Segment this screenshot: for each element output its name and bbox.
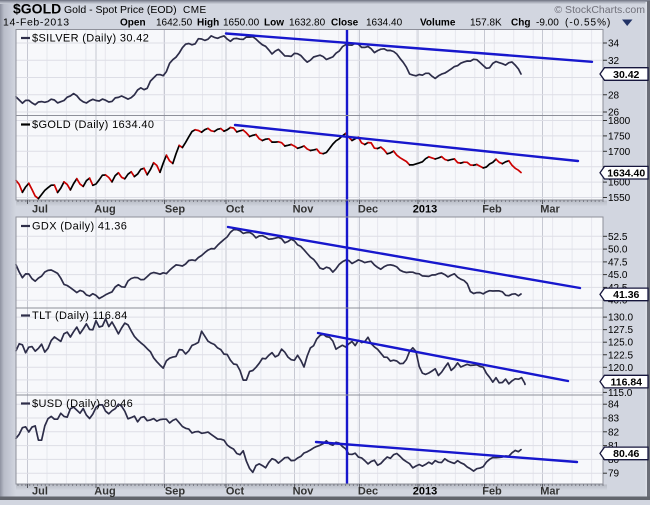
svg-text:Dec: Dec [358,204,378,216]
svg-text:125.0: 125.0 [608,338,633,349]
svg-text:1642.50: 1642.50 [156,18,193,29]
svg-text:Mar: Mar [540,204,560,216]
svg-text:Dec: Dec [358,486,378,498]
svg-text:32: 32 [608,56,620,67]
svg-text:$GOLD (Daily) 1634.40: $GOLD (Daily) 1634.40 [32,119,154,131]
svg-text:-9.00: -9.00 [536,18,559,29]
svg-text:CME: CME [183,5,207,16]
svg-text:26: 26 [608,108,620,119]
svg-text:(-0.55%): (-0.55%) [565,18,611,29]
svg-text:High: High [197,18,219,29]
svg-text:Volume: Volume [420,18,456,29]
svg-text:Feb: Feb [482,486,502,498]
svg-text:79: 79 [608,469,620,480]
svg-text:1600: 1600 [608,178,631,189]
svg-text:127.5: 127.5 [608,325,633,336]
svg-text:$USD (Daily) 80.46: $USD (Daily) 80.46 [32,398,133,410]
svg-text:115.0: 115.0 [608,388,633,399]
svg-text:Mar: Mar [540,486,560,498]
svg-text:30.42: 30.42 [613,69,639,81]
svg-text:Sep: Sep [165,486,185,498]
svg-text:Close: Close [331,18,359,29]
svg-text:1800: 1800 [608,116,631,127]
svg-text:GDX (Daily) 41.36: GDX (Daily) 41.36 [32,221,127,233]
svg-text:1700: 1700 [608,147,631,158]
svg-text:157.8K: 157.8K [470,18,502,29]
svg-text:1750: 1750 [608,131,631,142]
svg-text:Nov: Nov [293,486,315,498]
svg-text:Nov: Nov [293,204,315,216]
svg-text:45.0: 45.0 [608,270,628,281]
svg-text:Aug: Aug [94,486,115,498]
svg-text:TLT (Daily) 116.84: TLT (Daily) 116.84 [32,310,128,322]
svg-text:1634.40: 1634.40 [607,168,645,180]
svg-text:Oct: Oct [226,204,245,216]
svg-text:Sep: Sep [165,204,185,216]
svg-text:83: 83 [608,414,620,425]
svg-text:120.0: 120.0 [608,363,633,374]
svg-text:1550: 1550 [608,193,631,204]
svg-text:Feb: Feb [482,204,502,216]
svg-text:Gold - Spot Price (EOD): Gold - Spot Price (EOD) [64,4,177,16]
svg-text:Low: Low [264,18,284,29]
svg-text:52.5: 52.5 [608,232,628,243]
svg-text:$GOLD: $GOLD [13,1,61,17]
svg-text:28: 28 [608,90,620,101]
svg-text:Aug: Aug [94,204,115,216]
svg-text:14-Feb-2013: 14-Feb-2013 [3,17,70,29]
svg-text:$SILVER (Daily) 30.42: $SILVER (Daily) 30.42 [32,33,149,45]
svg-text:50.0: 50.0 [608,245,628,256]
svg-text:© StockCharts.com: © StockCharts.com [554,4,645,16]
svg-text:84: 84 [608,400,620,411]
svg-text:Chg: Chg [511,18,530,29]
svg-text:Jul: Jul [32,486,48,498]
svg-text:122.5: 122.5 [608,350,633,361]
svg-text:41.36: 41.36 [613,289,639,301]
svg-text:2013: 2013 [413,486,437,498]
svg-text:82: 82 [608,427,620,438]
svg-text:Oct: Oct [226,486,245,498]
svg-text:Open: Open [120,18,146,29]
svg-text:1650.00: 1650.00 [223,18,260,29]
svg-text:Jul: Jul [32,204,48,216]
svg-text:116.84: 116.84 [610,376,642,388]
svg-text:80: 80 [608,455,620,466]
svg-text:47.5: 47.5 [608,257,628,268]
svg-text:1632.80: 1632.80 [289,18,326,29]
svg-text:130.0: 130.0 [608,313,633,324]
svg-text:2013: 2013 [413,204,437,216]
svg-text:1634.40: 1634.40 [366,18,403,29]
svg-text:34: 34 [608,39,620,50]
svg-text:80.46: 80.46 [613,448,639,460]
